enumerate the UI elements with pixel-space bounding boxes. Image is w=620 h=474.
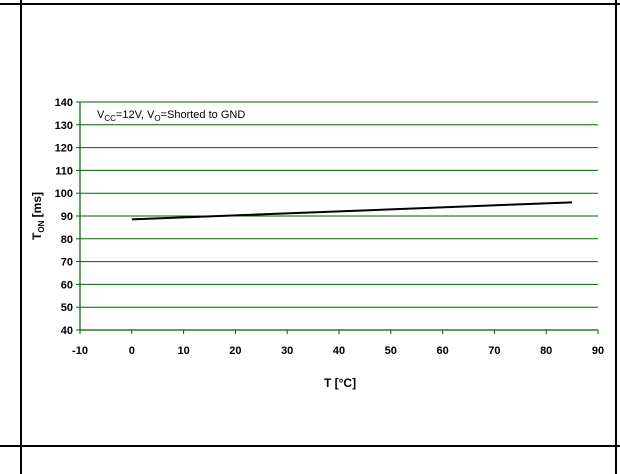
x-tick-label--10: -10 [72, 345, 88, 357]
right-border [615, 0, 617, 474]
y-tick-label-110: 110 [55, 165, 73, 177]
y-tick-label-90: 90 [61, 211, 73, 223]
bottom-border [0, 445, 620, 447]
top-border [0, 3, 620, 5]
y-tick-labels: 40 50 60 70 80 90 100 110 120 130 140 [55, 97, 73, 337]
x-tick-label-80: 80 [540, 345, 552, 357]
axes [76, 101, 599, 334]
x-tick-label-70: 70 [488, 345, 500, 357]
series-group [131, 201, 573, 221]
x-tick-label-30: 30 [281, 345, 293, 357]
x-tick-label-90: 90 [592, 345, 604, 357]
x-tick-label-20: 20 [229, 345, 241, 357]
left-border [20, 0, 22, 474]
y-axis-title: TON [ms] [30, 192, 46, 240]
annotation: VCC=12V, VO=Shorted to GND [97, 109, 245, 123]
y-tick-label-120: 120 [55, 143, 73, 155]
y-tick-label-100: 100 [55, 188, 73, 200]
x-tick-label-40: 40 [333, 345, 345, 357]
y-tick-label-130: 130 [55, 120, 73, 132]
y-tick-label-40: 40 [61, 325, 73, 337]
y-tick-label-50: 50 [61, 302, 73, 314]
y-tick-label-80: 80 [61, 234, 73, 246]
x-tick-label-0: 0 [129, 345, 135, 357]
x-tick-labels: -10 0 10 20 30 40 50 60 70 80 90 [72, 345, 604, 357]
x-tick-label-50: 50 [385, 345, 397, 357]
y-tick-label-70: 70 [61, 257, 73, 269]
y-tick-label-60: 60 [61, 279, 73, 291]
y-tick-label-140: 140 [55, 97, 73, 109]
x-axis-title: T [°C] [324, 376, 356, 390]
grid-lines [80, 101, 598, 308]
x-tick-label-10: 10 [177, 345, 189, 357]
series-line-0 [131, 201, 573, 221]
x-tick-label-60: 60 [436, 345, 448, 357]
